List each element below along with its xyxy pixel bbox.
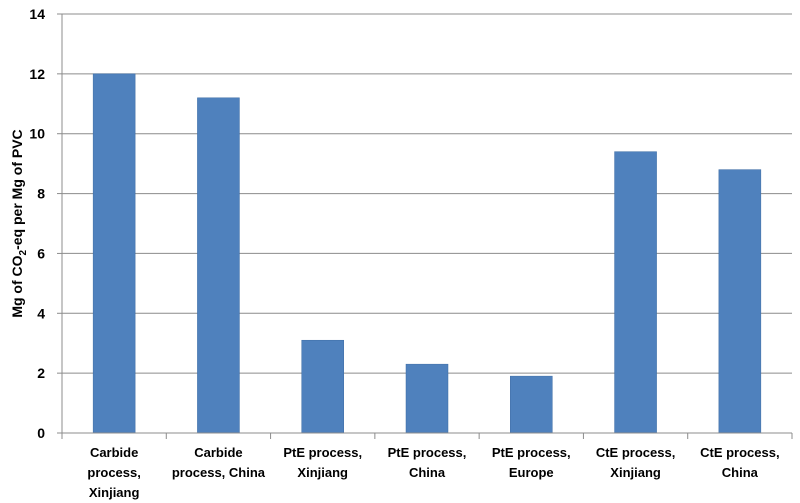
x-tick-label-line: Europe xyxy=(509,465,554,480)
bar xyxy=(718,169,762,434)
x-tick-label-line: process, xyxy=(87,465,140,480)
y-axis-title-suffix: -eq per Mg of PVC xyxy=(9,129,25,250)
x-tick-label-line: Xinjiang xyxy=(89,485,140,500)
bar xyxy=(614,151,657,434)
y-axis-title-subscript: 2 xyxy=(18,249,29,255)
y-axis-title: Mg of CO2-eq per Mg of PVC xyxy=(9,129,29,317)
x-tick-label: CtE process, Xinjiang xyxy=(596,445,675,480)
y-tick-label: 8 xyxy=(37,186,45,202)
x-tick-label: Carbide process, China xyxy=(172,445,266,480)
x-tick-label-line: Xinjiang xyxy=(297,465,348,480)
y-tick-label: 0 xyxy=(37,425,45,441)
x-tick-label: CtE process, China xyxy=(700,445,779,480)
gridlines xyxy=(62,13,792,374)
x-tick-label-line: Carbide xyxy=(194,445,242,460)
x-tick-label-line: PtE process, xyxy=(388,445,467,460)
bars xyxy=(92,73,762,434)
x-tick-label-line: CtE process, xyxy=(596,445,675,460)
x-axis-labels: Carbide process, Xinjiang Carbide process, C… xyxy=(87,445,779,500)
y-tick-label: 14 xyxy=(29,6,45,22)
x-tick-label-line: China xyxy=(409,465,446,480)
x-tick-label: PtE process, Europe xyxy=(492,445,571,480)
y-tick-label: 2 xyxy=(37,365,45,381)
x-tick-label-line: China xyxy=(722,465,759,480)
axes xyxy=(57,13,793,439)
x-tick-label-line: Xinjiang xyxy=(610,465,661,480)
x-tick-label: PtE process, China xyxy=(388,445,467,480)
x-tick-label-line: CtE process, xyxy=(700,445,779,460)
y-tick-label: 4 xyxy=(37,305,45,321)
x-tick-label-line: PtE process, xyxy=(492,445,571,460)
bar xyxy=(510,375,553,434)
x-tick-label: PtE process, Xinjiang xyxy=(283,445,362,480)
y-tick-label: 10 xyxy=(29,126,45,142)
x-tick-label-line: PtE process, xyxy=(283,445,362,460)
y-axis-ticks: 0 2 4 6 8 10 12 14 xyxy=(29,6,45,441)
bar xyxy=(92,73,136,434)
x-tick-label-line: process, China xyxy=(172,465,266,480)
bar xyxy=(405,363,449,434)
y-tick-label: 6 xyxy=(37,245,45,261)
y-axis-title-prefix: Mg of CO xyxy=(9,255,25,317)
y-tick-label: 12 xyxy=(29,66,45,82)
bar xyxy=(301,339,344,434)
bar xyxy=(197,97,240,434)
x-tick-label-line: Carbide xyxy=(90,445,138,460)
x-tick-label: Carbide process, Xinjiang xyxy=(87,445,140,500)
